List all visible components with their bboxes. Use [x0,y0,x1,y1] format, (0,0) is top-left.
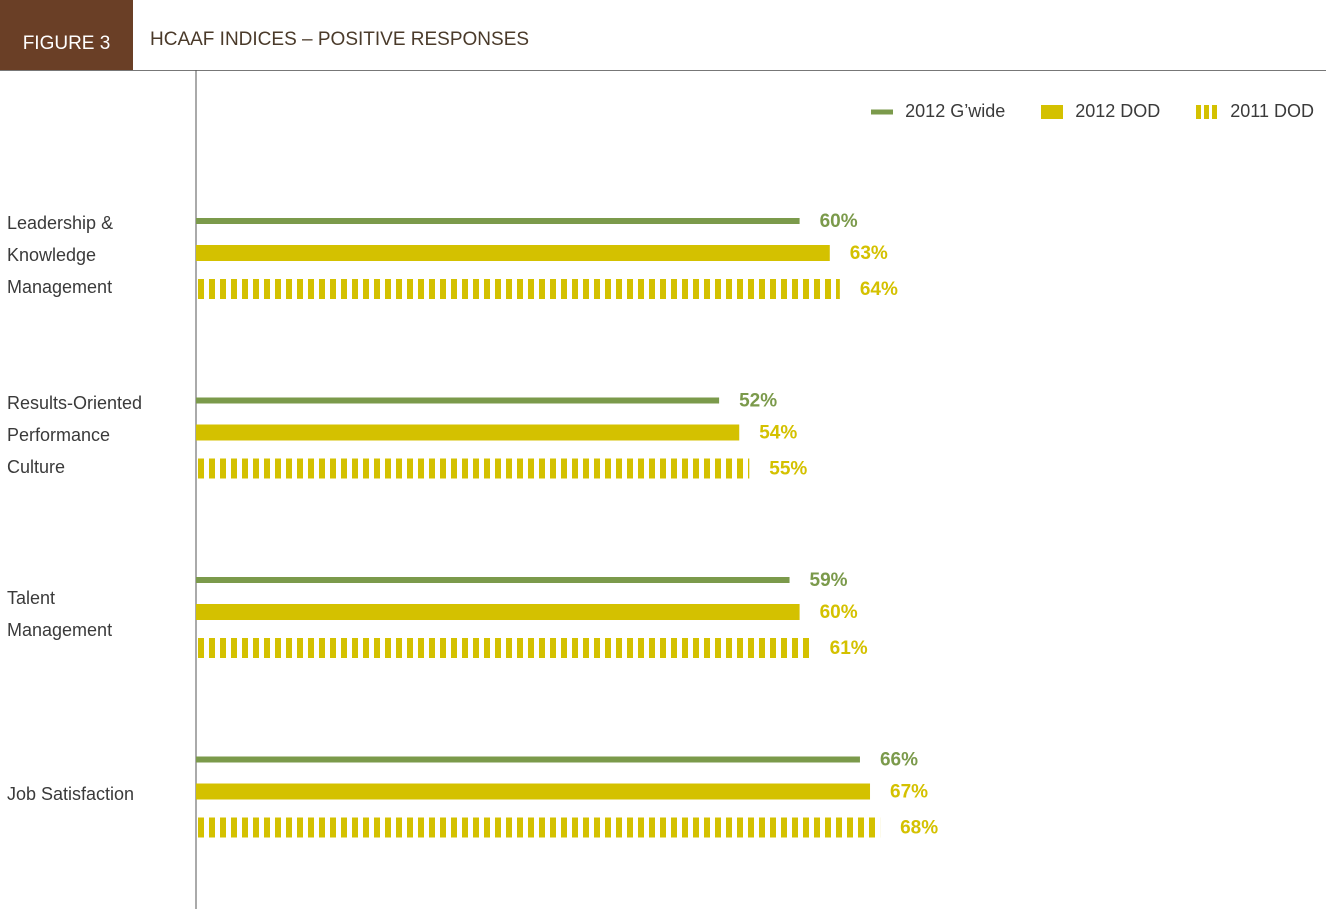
legend-label: 2012 DOD [1075,101,1161,121]
value-label: 60% [820,602,858,623]
bar [196,783,871,800]
legend-swatch [871,109,894,114]
category-label: Job Satisfaction [7,783,135,804]
legend-rect [1041,104,1064,119]
legend-stripe [1204,104,1210,119]
bar [196,218,800,224]
bar [196,817,881,838]
bar [196,424,740,441]
value-label: 64% [860,279,898,300]
category-label: Talent Management [7,588,113,640]
bar [196,756,860,763]
legend-swatch [1196,104,1218,119]
value-label: 55% [769,459,807,480]
legend-rect [871,109,894,114]
legend-swatch [1041,104,1064,119]
bar [196,458,750,479]
header-rule [0,70,1326,71]
legend-item: 2011 DOD [1196,101,1314,122]
legend-item: 2012 G’wide [871,101,1005,122]
bar [196,638,810,658]
category-label: Results-Oriented Performance Culture [7,392,143,477]
category-label: Leadership & Knowledge Management [7,213,114,297]
value-label: 66% [880,750,918,771]
value-label: 59% [810,570,848,591]
value-label: 67% [890,782,928,803]
legend: 2012 G’wide 2012 DOD 2011 DOD [871,101,1314,122]
bar [196,279,840,299]
bar [196,604,800,620]
value-label: 52% [739,391,777,412]
figure-label: FIGURE 3 [0,0,133,70]
value-label: 60% [820,211,858,232]
value-label: 61% [830,638,868,659]
bar [196,577,790,583]
legend-stripe [1212,104,1218,119]
bar [196,245,830,261]
legend-label: 2011 DOD [1230,101,1314,121]
value-label: 54% [759,423,797,444]
legend-label: 2012 G’wide [905,101,1006,121]
chart-title: HCAAF INDICES – POSITIVE RESPONSES [150,29,530,50]
bar [196,397,720,404]
value-label: 63% [850,243,888,264]
legend-stripe [1196,104,1202,119]
value-label: 68% [900,818,938,839]
legend-item: 2012 DOD [1041,101,1160,122]
